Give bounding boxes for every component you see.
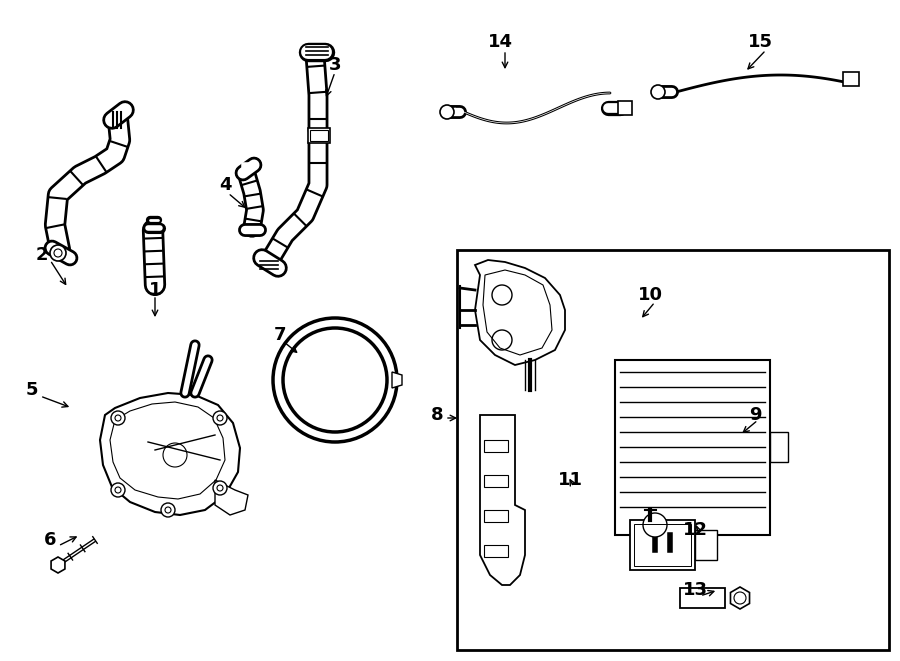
Bar — [310, 130, 328, 141]
Text: 15: 15 — [748, 33, 772, 51]
Polygon shape — [475, 260, 565, 365]
Polygon shape — [392, 372, 402, 388]
Circle shape — [115, 415, 121, 421]
Text: 11: 11 — [557, 471, 582, 489]
Bar — [308, 128, 330, 143]
Circle shape — [217, 485, 223, 491]
Bar — [695, 530, 717, 560]
Text: 12: 12 — [682, 521, 707, 539]
Text: 1: 1 — [148, 281, 161, 299]
Text: 2: 2 — [36, 246, 49, 264]
Circle shape — [111, 411, 125, 425]
Circle shape — [161, 503, 175, 517]
Text: 7: 7 — [274, 326, 286, 344]
Circle shape — [115, 487, 121, 493]
Bar — [770, 432, 788, 462]
Bar — [615, 360, 770, 535]
Circle shape — [440, 105, 454, 119]
Bar — [484, 440, 508, 452]
Bar — [618, 101, 632, 115]
Polygon shape — [215, 480, 248, 515]
Circle shape — [50, 245, 66, 261]
Text: 13: 13 — [682, 581, 707, 599]
Circle shape — [213, 411, 227, 425]
Text: 10: 10 — [637, 286, 662, 304]
Circle shape — [492, 330, 512, 350]
Circle shape — [643, 513, 667, 537]
Bar — [680, 588, 725, 608]
Circle shape — [213, 481, 227, 495]
Text: 6: 6 — [44, 531, 56, 549]
Bar — [484, 510, 508, 522]
Circle shape — [165, 507, 171, 513]
Text: 14: 14 — [488, 33, 512, 51]
Bar — [484, 545, 508, 557]
Circle shape — [111, 483, 125, 497]
Text: 8: 8 — [431, 406, 444, 424]
Text: 3: 3 — [328, 56, 341, 74]
Bar — [630, 520, 695, 570]
Bar — [457, 250, 889, 650]
Circle shape — [651, 85, 665, 99]
Bar — [843, 72, 859, 86]
Text: 4: 4 — [219, 176, 231, 194]
Bar — [634, 524, 691, 566]
Text: 5: 5 — [26, 381, 38, 399]
Circle shape — [492, 285, 512, 305]
Bar — [484, 475, 508, 487]
Polygon shape — [480, 415, 525, 585]
Polygon shape — [100, 393, 240, 515]
Circle shape — [217, 415, 223, 421]
Text: 9: 9 — [749, 406, 761, 424]
